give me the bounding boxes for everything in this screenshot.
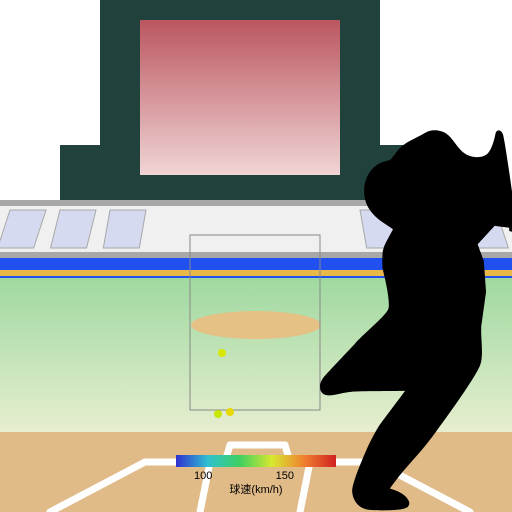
pitch-marker (214, 410, 222, 418)
pitch-marker (226, 408, 234, 416)
stands-panel (103, 210, 146, 248)
pitchers-mound (191, 311, 321, 339)
colorbar-label: 球速(km/h) (229, 482, 282, 496)
speed-colorbar (176, 455, 336, 467)
pitch-marker (218, 349, 226, 357)
colorbar-tick: 150 (276, 470, 294, 482)
scoreboard-screen (140, 20, 340, 175)
pitch-location-scene: 100 150球速(km/h) (0, 0, 512, 512)
colorbar-tick: 100 (194, 470, 212, 482)
